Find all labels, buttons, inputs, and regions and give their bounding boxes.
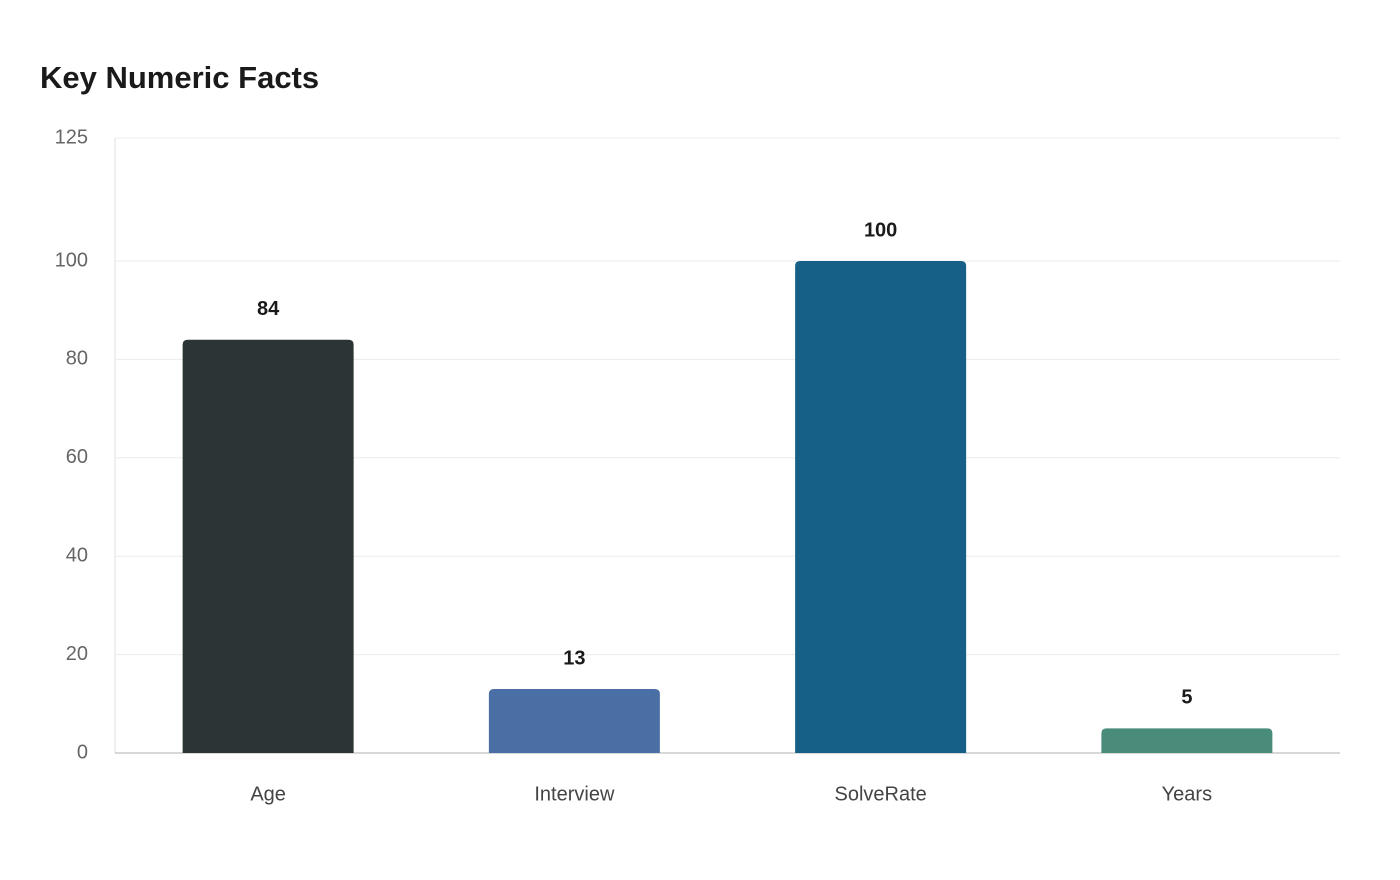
bar — [795, 261, 967, 753]
x-tick-label: Interview — [534, 783, 615, 805]
y-tick-label: 100 — [55, 249, 88, 271]
value-label: 5 — [1181, 687, 1192, 709]
value-label: 100 — [864, 219, 897, 241]
bar — [1101, 728, 1273, 753]
x-tick-label: Age — [250, 783, 286, 805]
value-label: 13 — [563, 647, 585, 669]
bar — [182, 339, 354, 753]
y-tick-label: 0 — [77, 741, 88, 763]
y-tick-label: 125 — [55, 126, 88, 148]
y-tick-label: 60 — [66, 446, 88, 468]
value-label: 84 — [257, 298, 280, 320]
chart-title: Key Numeric Facts — [40, 60, 319, 95]
x-tick-label: Years — [1162, 783, 1212, 805]
x-tick-label: SolveRate — [834, 783, 926, 805]
y-tick-label: 20 — [66, 643, 88, 665]
bar — [488, 689, 660, 753]
y-tick-label: 80 — [66, 348, 88, 370]
y-tick-label: 40 — [66, 544, 88, 566]
